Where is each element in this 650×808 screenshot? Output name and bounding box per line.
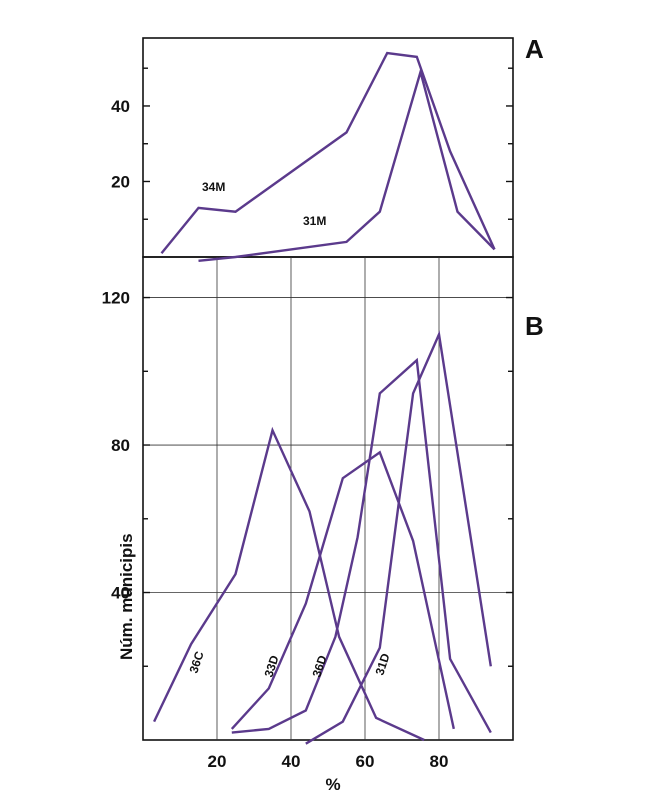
- tick-labels: 20 40 40 80 120 20 40 60 80: [102, 97, 449, 771]
- series-label-31M: 31M: [303, 214, 326, 228]
- panel-a-frame: [142, 37, 514, 258]
- axis-ticks: [143, 67, 513, 667]
- y-tick-label: 120: [102, 289, 130, 308]
- series-line-34M: [160, 51, 496, 254]
- series-label-31D: 31D: [373, 651, 393, 677]
- y-tick-label: 40: [111, 584, 130, 603]
- series-line-36D: [231, 357, 492, 734]
- series-line-31D: [305, 330, 492, 745]
- series-lines: [153, 51, 496, 745]
- x-axis-label: %: [325, 775, 340, 794]
- series-label-36C: 36C: [187, 649, 207, 675]
- panel-letter-a: A: [525, 34, 544, 64]
- series-label-33D: 33D: [262, 653, 282, 679]
- y-axis-label: Núm. municipis: [117, 533, 136, 660]
- series-line-36C: [153, 426, 425, 742]
- x-tick-label: 80: [430, 752, 449, 771]
- series-label-34M: 34M: [202, 180, 225, 194]
- series-line-31M: [198, 67, 496, 262]
- panel-b-frame: [142, 256, 514, 741]
- y-tick-label: 40: [111, 97, 130, 116]
- series-label-36D: 36D: [310, 653, 330, 679]
- y-tick-label: 20: [111, 172, 130, 191]
- x-tick-label: 40: [282, 752, 301, 771]
- x-tick-label: 60: [356, 752, 375, 771]
- x-tick-label: 20: [208, 752, 227, 771]
- panel-letter-b: B: [525, 311, 544, 341]
- y-tick-label: 80: [111, 436, 130, 455]
- series-line-33D: [230, 450, 455, 730]
